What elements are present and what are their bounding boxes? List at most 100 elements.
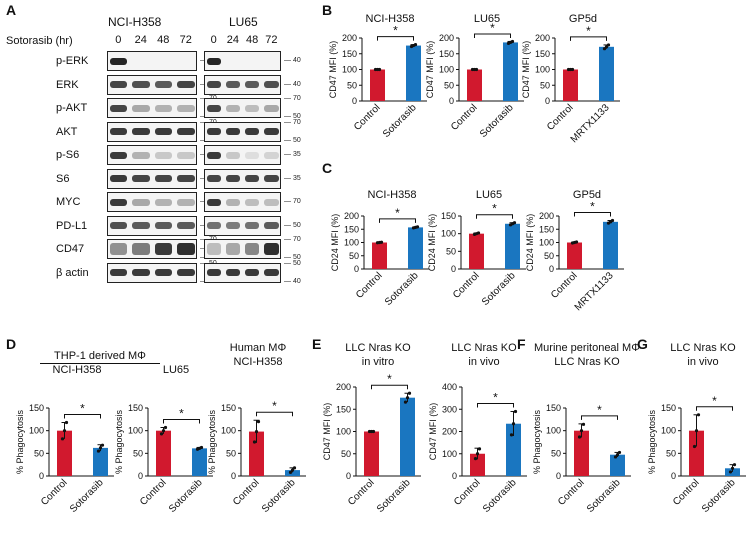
significance-star: * <box>490 21 495 35</box>
category-label: Control <box>671 477 702 508</box>
blot-band <box>264 198 279 206</box>
blot-band <box>109 57 127 65</box>
category-label: Sotorasib <box>68 477 106 515</box>
data-point <box>100 443 105 447</box>
significance-star: * <box>393 24 398 38</box>
blot-band <box>132 222 150 229</box>
blot-band <box>154 198 172 206</box>
blot-band <box>206 269 221 276</box>
mw-marker: — 40 <box>284 277 301 285</box>
significance-bracket <box>163 418 200 424</box>
data-point <box>377 67 382 72</box>
y-axis-label: CD47 MFI (%) <box>328 41 338 99</box>
data-point <box>252 440 257 444</box>
blot-band <box>225 128 240 135</box>
significance-star: * <box>586 24 591 38</box>
blot-band <box>132 269 150 276</box>
blot-box <box>204 145 281 165</box>
data-point <box>403 400 408 404</box>
category-label: Sotorasib <box>585 477 623 515</box>
blot-box <box>107 239 197 259</box>
bar-control <box>249 431 264 476</box>
y-tick-label: 50 <box>347 80 357 90</box>
significance-bracket <box>581 415 618 420</box>
blot-band <box>206 104 221 112</box>
time-label: 0 <box>115 34 122 46</box>
y-tick-label: 50 <box>226 448 236 458</box>
y-tick-label: 100 <box>128 426 143 436</box>
blot-box <box>107 74 197 95</box>
time-label: 48 <box>157 34 170 46</box>
significance-star: * <box>387 372 392 386</box>
blot-band <box>177 198 195 206</box>
data-point <box>509 433 514 437</box>
blot-box <box>204 74 281 95</box>
chart-title: NCI-H358 <box>368 189 417 201</box>
y-tick-label: 0 <box>352 96 357 106</box>
blot-box <box>204 239 281 259</box>
blot-band <box>177 151 195 159</box>
data-point <box>475 452 480 456</box>
blot-band <box>245 81 260 88</box>
significance-star: * <box>272 399 277 413</box>
y-tick-label: 150 <box>535 49 550 59</box>
y-axis-label: % Phagocytosis <box>15 409 25 474</box>
significance-bracket <box>377 36 414 41</box>
y-tick-label: 0 <box>231 471 236 481</box>
blot-band <box>132 243 150 255</box>
data-point <box>602 47 607 51</box>
bar-control <box>364 431 379 476</box>
mw-marker: — 40 <box>284 57 301 64</box>
blot-band <box>109 198 127 206</box>
y-tick-label: 150 <box>128 403 143 413</box>
blot-box <box>204 168 281 189</box>
data-point <box>696 413 701 417</box>
data-point <box>98 446 103 450</box>
time-label: 0 <box>210 34 217 46</box>
data-point <box>60 437 65 441</box>
significance-star: * <box>80 402 85 416</box>
chart-title: NCI-H358 <box>53 364 102 376</box>
mw-marker: — 40 <box>284 80 301 88</box>
y-axis-label: CD47 MFI (%) <box>425 41 435 99</box>
mw-marker: — 50 <box>284 221 301 229</box>
g-header-1: LLC Nras KO <box>670 342 736 354</box>
category-label: Control <box>549 270 580 301</box>
y-tick-label: 150 <box>546 403 561 413</box>
blot-band <box>264 81 279 88</box>
blot-band <box>245 128 260 135</box>
y-tick-label: 200 <box>535 33 550 43</box>
blot-box <box>204 262 281 283</box>
blot-band <box>264 269 279 276</box>
y-tick-label: 200 <box>336 382 351 392</box>
mw-marker: — 70 <box>284 236 301 243</box>
blot-band <box>245 269 260 276</box>
blot-band <box>132 81 150 88</box>
blot-band <box>206 57 221 65</box>
e-vitro-header-2: in vitro <box>361 356 395 368</box>
blot-box <box>107 145 197 165</box>
blot-band <box>109 269 127 276</box>
blot-band <box>154 81 172 88</box>
y-tick-label: 50 <box>341 449 351 459</box>
panel-letter-e: E <box>312 336 322 352</box>
blot-cell-line-1: NCI-H358 <box>108 15 162 29</box>
blot-band <box>206 128 221 135</box>
data-point <box>159 432 164 436</box>
blot-band <box>177 175 195 182</box>
blot-band <box>264 128 279 135</box>
blot-band <box>177 128 195 135</box>
category-label: Control <box>545 102 576 133</box>
panel-letter-d: D <box>6 336 17 352</box>
blot-band <box>154 175 172 182</box>
bar-control <box>57 430 72 476</box>
y-tick-label: 100 <box>221 426 236 436</box>
category-label: Sotorasib <box>383 270 421 308</box>
blot-band <box>264 151 279 159</box>
data-point <box>407 391 412 395</box>
y-tick-label: 150 <box>539 224 554 234</box>
data-point <box>64 420 69 425</box>
y-tick-label: 50 <box>133 448 143 458</box>
blot-box <box>204 192 281 212</box>
y-tick-label: 0 <box>452 471 457 481</box>
